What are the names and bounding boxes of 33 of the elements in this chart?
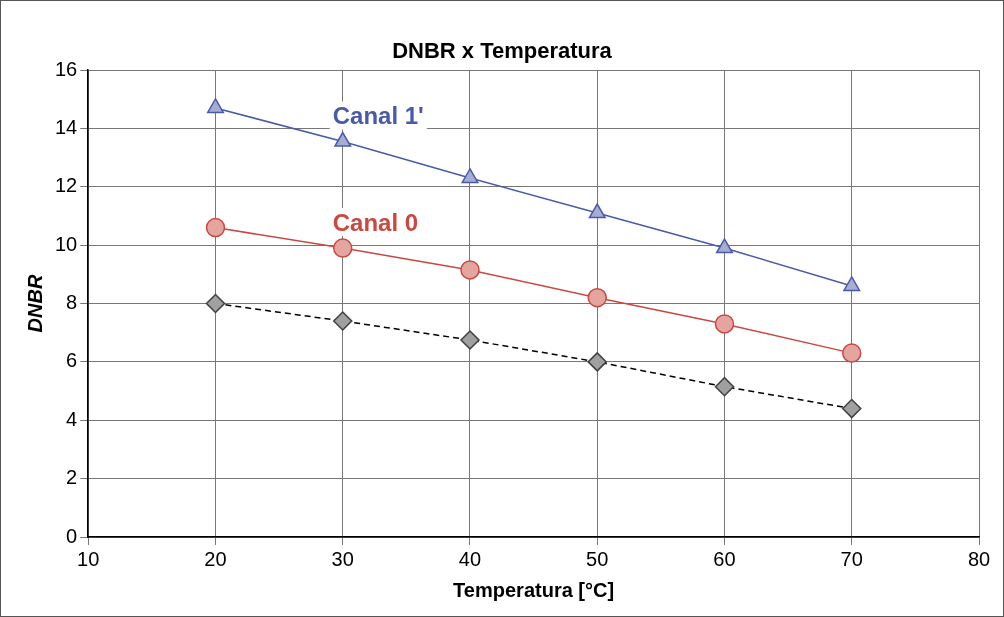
y-tick-label: 14 — [55, 115, 78, 138]
x-tick-label: 40 — [458, 547, 482, 570]
point — [842, 343, 862, 363]
x-tick-label: 80 — [967, 547, 991, 570]
y-tick-label: 12 — [55, 174, 78, 197]
point — [715, 238, 734, 254]
y-tick-label: 16 — [55, 57, 78, 80]
x-tick-label: 50 — [586, 547, 609, 570]
series-label: Canal 0 — [332, 208, 419, 236]
point — [461, 168, 479, 184]
y-tick-label: 6 — [66, 349, 78, 372]
point — [206, 98, 225, 114]
point — [714, 314, 735, 334]
point — [334, 131, 352, 147]
y-axis-title: DNBR — [23, 274, 46, 333]
y-tick-label: 0 — [66, 524, 78, 547]
point — [587, 287, 607, 308]
point — [460, 260, 480, 280]
y-tick-label: 2 — [66, 466, 78, 489]
point — [588, 203, 606, 219]
x-tick-label: 70 — [840, 547, 863, 570]
y-tick-label: 10 — [55, 232, 78, 255]
x-tick-label: 60 — [713, 547, 736, 570]
y-tick-label: 8 — [66, 291, 78, 314]
x-axis-title: Temperatura [°C] — [453, 578, 615, 601]
point — [843, 276, 861, 292]
point — [205, 217, 226, 238]
series-label: Canal 1' — [332, 102, 424, 130]
x-tick-label: 30 — [331, 547, 354, 570]
y-tick-label: 4 — [66, 407, 78, 430]
chart-title: DNBR x Temperatura — [392, 38, 612, 63]
x-tick-label: 20 — [204, 547, 227, 570]
point — [333, 238, 353, 258]
